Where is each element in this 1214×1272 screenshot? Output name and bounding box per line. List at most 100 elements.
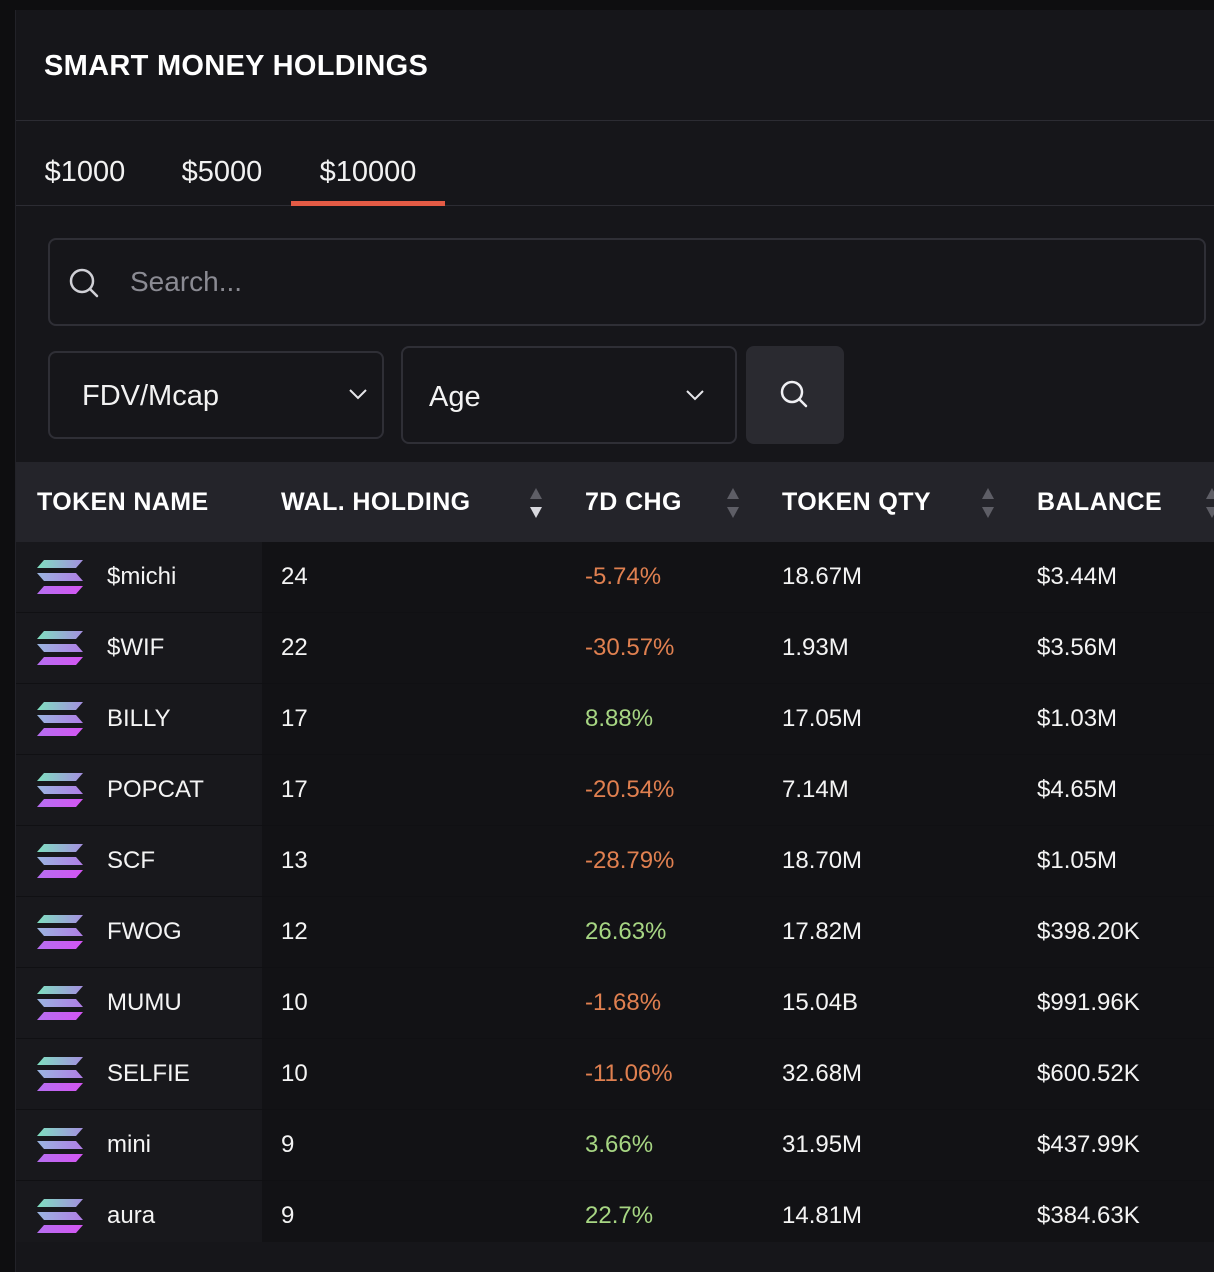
wallet-holding-count: 10: [281, 1060, 308, 1087]
token-quantity: 14.81M: [782, 1202, 863, 1229]
table-row[interactable]: aura 9 22.7% 14.81M $384.63K: [16, 1181, 1214, 1252]
table-row[interactable]: $WIF 22 -30.57% 1.93M $3.56M: [16, 613, 1214, 684]
token-name[interactable]: MUMU: [107, 989, 182, 1016]
token-name[interactable]: FWOG: [107, 918, 182, 945]
tab-label: $5000: [181, 156, 263, 188]
seven-day-change: -5.74%: [585, 563, 662, 590]
token-balance: $1.05M: [1037, 847, 1118, 874]
data-cell-bg: [565, 826, 1214, 896]
token-name[interactable]: $WIF: [107, 634, 165, 661]
token-quantity: 17.82M: [782, 918, 863, 945]
token-balance: $991.96K: [1037, 989, 1140, 1016]
search-button[interactable]: [746, 346, 844, 444]
col-wallet-holding[interactable]: WAL. HOLDING: [281, 488, 471, 516]
solana-logo-icon: [36, 630, 84, 666]
wallet-cell-bg: [262, 755, 565, 825]
solana-logo-icon: [36, 772, 84, 808]
sort-icon[interactable]: [1204, 486, 1214, 520]
solana-logo-icon: [36, 701, 84, 737]
wallet-cell-bg: [262, 826, 565, 896]
token-table-body: $michi 24 -5.74% 18.67M $3.44M $WIF 22 -…: [16, 542, 1214, 1252]
sort-icon[interactable]: [980, 486, 996, 520]
wallet-cell-bg: [262, 1181, 565, 1251]
data-cell-bg: [565, 897, 1214, 967]
data-cell-bg: [565, 613, 1214, 683]
seven-day-change: -1.68%: [585, 989, 662, 1016]
token-quantity: 18.70M: [782, 847, 863, 874]
token-name[interactable]: SCF: [107, 847, 155, 874]
token-balance: $3.56M: [1037, 634, 1118, 661]
token-balance: $3.44M: [1037, 563, 1118, 590]
token-quantity: 15.04B: [782, 989, 859, 1016]
solana-logo-icon: [36, 843, 84, 879]
seven-day-change: 8.88%: [585, 705, 654, 732]
col-balance[interactable]: BALANCE: [1037, 488, 1163, 516]
age-select[interactable]: Age: [401, 346, 737, 444]
solana-logo-icon: [36, 1198, 84, 1234]
data-cell-bg: [565, 684, 1214, 754]
token-name[interactable]: SELFIE: [107, 1060, 190, 1087]
seven-day-change: -28.79%: [585, 847, 675, 874]
tab-10000[interactable]: $10000: [291, 141, 445, 206]
token-balance: $437.99K: [1037, 1131, 1140, 1158]
token-name[interactable]: $michi: [107, 563, 177, 590]
tab-5000[interactable]: $5000: [176, 141, 268, 205]
col-token-qty[interactable]: TOKEN QTY: [782, 488, 931, 516]
token-quantity: 31.95M: [782, 1131, 863, 1158]
wallet-cell-bg: [262, 613, 565, 683]
data-cell-bg: [565, 1110, 1214, 1180]
token-balance: $384.63K: [1037, 1202, 1140, 1229]
token-quantity: 1.93M: [782, 634, 849, 661]
wallet-cell-bg: [262, 1039, 565, 1109]
token-balance: $4.65M: [1037, 776, 1118, 803]
wallet-cell-bg: [262, 684, 565, 754]
token-quantity: 7.14M: [782, 776, 849, 803]
data-cell-bg: [565, 755, 1214, 825]
solana-logo-icon: [36, 559, 84, 595]
wallet-holding-count: 13: [281, 847, 308, 874]
token-name[interactable]: POPCAT: [107, 776, 204, 803]
data-cell-bg: [565, 968, 1214, 1038]
solana-logo-icon: [36, 1056, 84, 1092]
tab-1000[interactable]: $1000: [41, 141, 129, 205]
col-7d-change[interactable]: 7D CHG: [585, 488, 682, 516]
solana-logo-icon: [36, 1127, 84, 1163]
table-row[interactable]: BILLY 17 8.88% 17.05M $1.03M: [16, 684, 1214, 755]
token-name[interactable]: BILLY: [107, 705, 171, 732]
table-row[interactable]: FWOG 12 26.63% 17.82M $398.20K: [16, 897, 1214, 968]
table-row[interactable]: SCF 13 -28.79% 18.70M $1.05M: [16, 826, 1214, 897]
wallet-holding-count: 10: [281, 989, 308, 1016]
amount-tabs: $1000 $5000 $10000: [16, 121, 1214, 206]
wallet-holding-count: 17: [281, 776, 308, 803]
token-quantity: 32.68M: [782, 1060, 863, 1087]
chevron-down-icon: [685, 388, 705, 407]
chevron-down-icon: [348, 387, 368, 406]
search-icon: [68, 267, 100, 304]
table-header: TOKEN NAME WAL. HOLDING 7D CHG TOKEN QTY…: [16, 462, 1214, 542]
table-row[interactable]: POPCAT 17 -20.54% 7.14M $4.65M: [16, 755, 1214, 826]
sort-icon[interactable]: [528, 486, 544, 520]
active-tab-indicator: [291, 201, 445, 206]
data-cell-bg: [565, 1181, 1214, 1251]
wallet-holding-count: 22: [281, 634, 308, 661]
token-balance: $600.52K: [1037, 1060, 1140, 1087]
seven-day-change: -20.54%: [585, 776, 675, 803]
token-name[interactable]: aura: [107, 1202, 156, 1229]
wallet-cell-bg: [262, 968, 565, 1038]
wallet-holding-count: 24: [281, 563, 308, 590]
fdv-mcap-select[interactable]: FDV/Mcap: [48, 351, 384, 439]
token-name[interactable]: mini: [107, 1131, 152, 1158]
table-row[interactable]: MUMU 10 -1.68% 15.04B $991.96K: [16, 968, 1214, 1039]
search-placeholder: Search...: [130, 266, 243, 297]
sort-icon[interactable]: [725, 486, 741, 520]
table-row[interactable]: $michi 24 -5.74% 18.67M $3.44M: [16, 542, 1214, 613]
token-quantity: 18.67M: [782, 563, 863, 590]
wallet-cell-bg: [262, 542, 565, 612]
data-cell-bg: [565, 1039, 1214, 1109]
col-token-name[interactable]: TOKEN NAME: [37, 488, 209, 516]
fdv-mcap-value: FDV/Mcap: [82, 380, 219, 412]
search-input[interactable]: Search...: [48, 238, 1206, 326]
table-row[interactable]: SELFIE 10 -11.06% 32.68M $600.52K: [16, 1039, 1214, 1110]
table-row[interactable]: mini 9 3.66% 31.95M $437.99K: [16, 1110, 1214, 1181]
token-balance: $1.03M: [1037, 705, 1118, 732]
